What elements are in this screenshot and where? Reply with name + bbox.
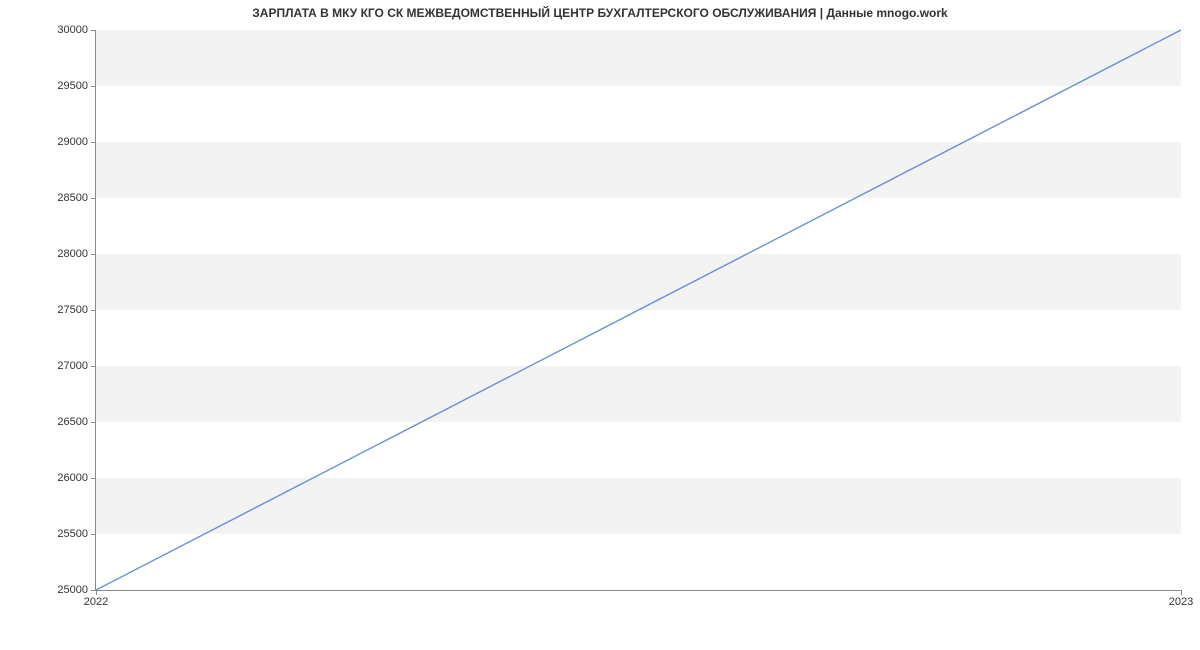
line-layer <box>96 30 1181 590</box>
salary-line-chart: ЗАРПЛАТА В МКУ КГО СК МЕЖВЕДОМСТВЕННЫЙ Ц… <box>0 0 1200 650</box>
y-tick-mark <box>91 142 96 143</box>
y-tick-mark <box>91 254 96 255</box>
y-tick-mark <box>91 366 96 367</box>
series-line-salary <box>96 30 1181 590</box>
y-tick-mark <box>91 478 96 479</box>
x-tick-mark <box>1181 590 1182 595</box>
y-tick-mark <box>91 534 96 535</box>
y-tick-mark <box>91 86 96 87</box>
y-tick-mark <box>91 198 96 199</box>
x-tick-mark <box>96 590 97 595</box>
y-tick-mark <box>91 422 96 423</box>
y-tick-mark <box>91 30 96 31</box>
chart-title: ЗАРПЛАТА В МКУ КГО СК МЕЖВЕДОМСТВЕННЫЙ Ц… <box>0 6 1200 20</box>
plot-area: 2500025500260002650027000275002800028500… <box>95 30 1181 591</box>
y-tick-mark <box>91 310 96 311</box>
